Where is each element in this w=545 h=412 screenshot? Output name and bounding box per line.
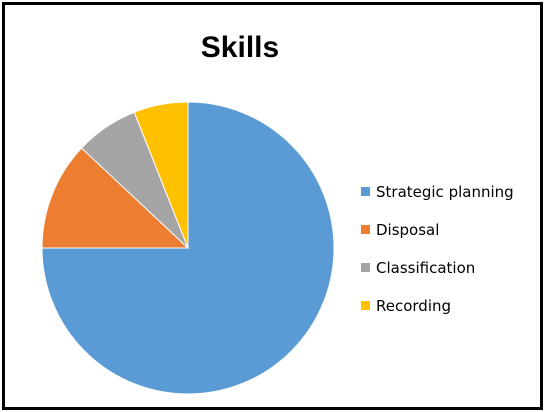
pie-slice-disposal xyxy=(41,147,190,249)
legend-label: Disposal xyxy=(376,220,440,239)
chart-legend: Strategic planning Disposal Classificati… xyxy=(361,181,514,333)
pie-chart xyxy=(41,101,335,395)
legend-item-strategic-planning: Strategic planning xyxy=(361,181,514,202)
legend-swatch xyxy=(361,225,370,234)
legend-swatch xyxy=(361,301,370,310)
pie-slice-recording xyxy=(133,101,189,249)
legend-item-classification: Classification xyxy=(361,257,514,278)
legend-item-disposal: Disposal xyxy=(361,219,514,240)
legend-label: Classification xyxy=(376,258,476,277)
legend-label: Recording xyxy=(376,296,452,315)
chart-title: Skills xyxy=(200,31,280,64)
legend-swatch xyxy=(361,187,370,196)
legend-label: Strategic planning xyxy=(376,182,514,201)
legend-item-recording: Recording xyxy=(361,295,514,316)
legend-swatch xyxy=(361,263,370,272)
